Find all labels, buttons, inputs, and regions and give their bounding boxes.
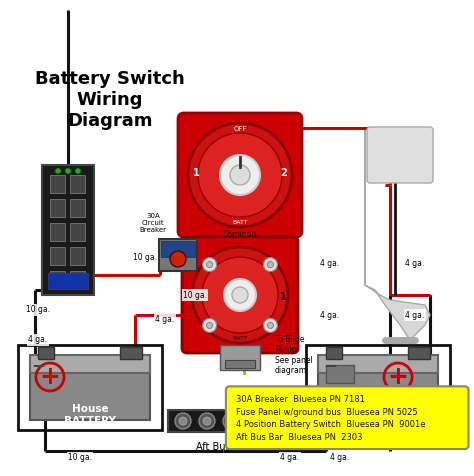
FancyBboxPatch shape (367, 127, 433, 183)
Text: 2: 2 (193, 292, 201, 302)
Circle shape (192, 247, 288, 343)
Circle shape (264, 258, 277, 272)
Circle shape (55, 168, 61, 174)
Text: −: − (31, 356, 45, 374)
Bar (225, 360, 255, 368)
Bar (326, 365, 354, 383)
Bar (18, 345, 162, 430)
Circle shape (202, 257, 278, 333)
Text: To Bilge
Pump
See panel
diagram: To Bilge Pump See panel diagram (275, 335, 313, 375)
Circle shape (203, 417, 211, 425)
Text: 4 ga.: 4 ga. (330, 454, 350, 463)
Bar (48, 273, 88, 289)
Circle shape (179, 417, 187, 425)
Text: Aft Bus Bar: Aft Bus Bar (196, 442, 250, 452)
Text: 4 ga.: 4 ga. (405, 310, 425, 319)
FancyBboxPatch shape (178, 113, 302, 237)
Text: 30A
Circuit
Breaker: 30A Circuit Breaker (139, 213, 166, 233)
Text: BATT: BATT (232, 337, 248, 341)
Bar (306, 345, 450, 430)
Text: 1: 1 (192, 168, 200, 178)
Text: 10 ga.: 10 ga. (183, 290, 207, 299)
Bar (50, 247, 65, 265)
Bar (70, 223, 85, 241)
Text: House
BATTERY: House BATTERY (64, 404, 116, 426)
Bar (30, 355, 150, 373)
Bar (120, 347, 142, 359)
Circle shape (202, 318, 217, 332)
Text: 10 ga.: 10 ga. (26, 306, 50, 315)
Circle shape (170, 251, 186, 267)
Circle shape (223, 413, 239, 429)
Circle shape (198, 133, 282, 217)
Bar (50, 223, 65, 241)
Bar (50, 271, 65, 289)
FancyBboxPatch shape (226, 387, 468, 449)
Text: 4 ga.: 4 ga. (281, 454, 300, 463)
Circle shape (207, 322, 213, 328)
Bar (70, 175, 85, 193)
Text: 4 ga.: 4 ga. (28, 336, 47, 345)
Text: Battery Switch
Wiring
Diagram: Battery Switch Wiring Diagram (35, 70, 185, 129)
Text: +: + (39, 365, 61, 389)
Bar (408, 347, 430, 359)
Text: 1: 1 (280, 292, 286, 302)
Circle shape (267, 322, 273, 328)
Bar (70, 199, 85, 217)
Text: 30A Breaker  Bluesea PN 7181
Fuse Panel w/ground bus  Bluesea PN 5025
4 Position: 30A Breaker Bluesea PN 7181 Fuse Panel w… (236, 396, 425, 442)
Text: 10 ga.: 10 ga. (68, 454, 92, 463)
Bar (42, 165, 94, 295)
Polygon shape (365, 130, 430, 340)
Bar (318, 355, 438, 373)
Circle shape (232, 287, 248, 303)
Circle shape (188, 123, 292, 227)
Text: 4 ga.: 4 ga. (155, 316, 174, 325)
Circle shape (264, 318, 277, 332)
Circle shape (227, 417, 235, 425)
Circle shape (220, 155, 260, 195)
Bar (220, 345, 260, 370)
Text: 4 ga.: 4 ga. (320, 310, 340, 319)
Text: 2: 2 (281, 168, 287, 178)
Bar (30, 363, 150, 420)
Text: +: + (388, 365, 409, 389)
Text: 4 ga.: 4 ga. (320, 258, 340, 268)
Text: Start
BATTERY: Start BATTERY (352, 404, 404, 426)
Bar (159, 239, 197, 271)
Text: BATT: BATT (232, 220, 248, 226)
Text: 10 ga.: 10 ga. (133, 254, 157, 262)
Bar (168, 410, 278, 432)
Circle shape (175, 413, 191, 429)
Circle shape (247, 413, 263, 429)
Bar (70, 271, 85, 289)
Circle shape (202, 258, 217, 272)
Text: Common: Common (223, 230, 257, 239)
Circle shape (224, 279, 256, 311)
Bar (38, 347, 54, 359)
Bar (161, 241, 195, 257)
Bar (326, 347, 342, 359)
Circle shape (65, 168, 71, 174)
Circle shape (75, 168, 81, 174)
FancyBboxPatch shape (182, 237, 298, 353)
Bar (318, 363, 438, 420)
Text: OFF: OFF (233, 126, 246, 132)
Circle shape (207, 262, 213, 268)
Circle shape (230, 165, 250, 185)
Circle shape (267, 262, 273, 268)
Bar (50, 175, 65, 193)
Circle shape (199, 413, 215, 429)
Bar (70, 247, 85, 265)
Text: 4 ga.: 4 ga. (405, 258, 425, 268)
Bar (50, 199, 65, 217)
Circle shape (251, 417, 259, 425)
Text: −: − (323, 356, 337, 374)
